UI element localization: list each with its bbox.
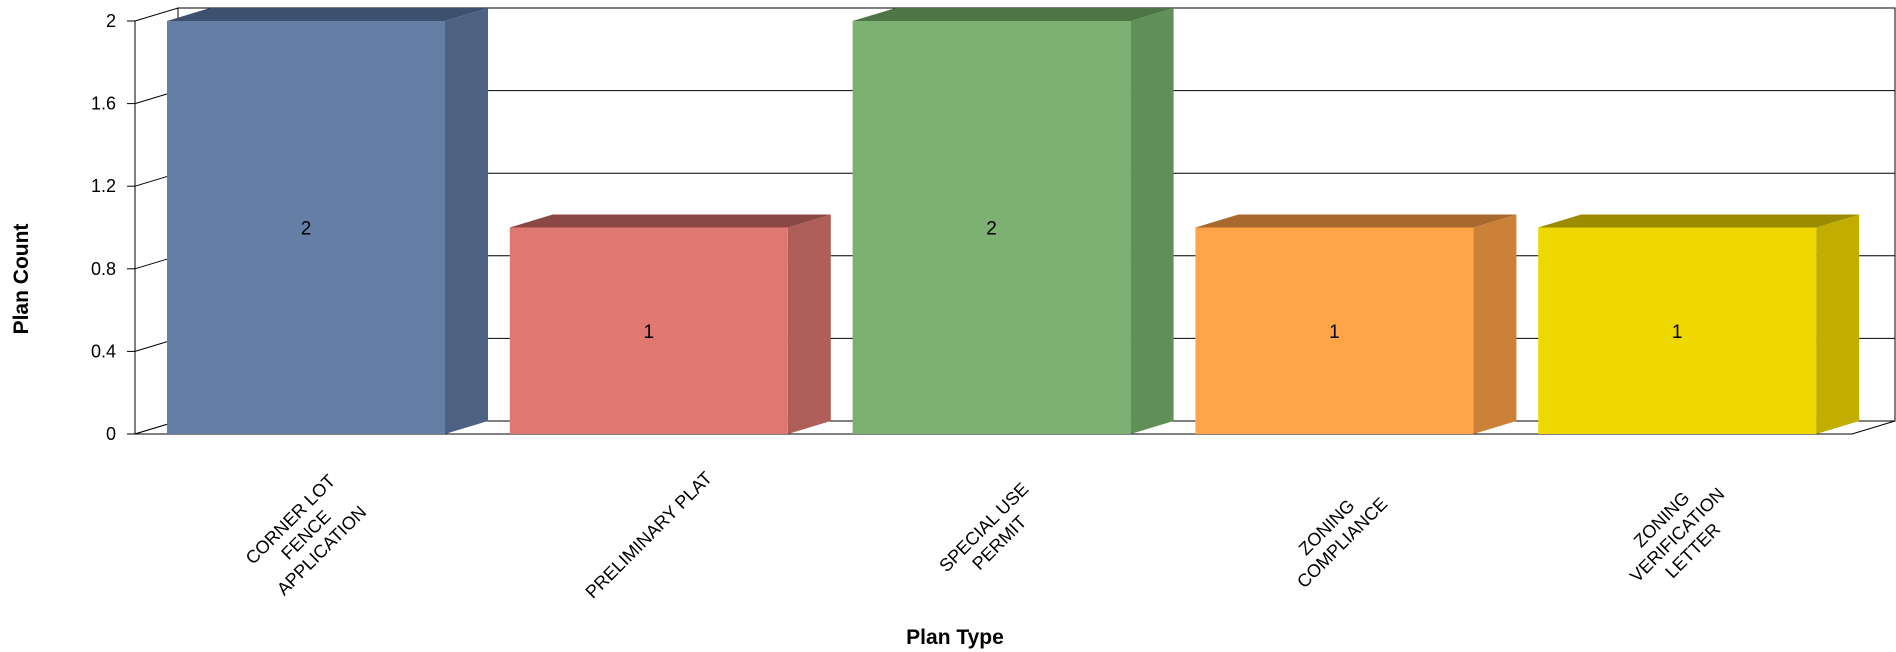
bar-top: [852, 8, 1174, 21]
bar-side: [1473, 214, 1517, 434]
bar-front: [1538, 227, 1817, 434]
x-tick-label: ZONINGCOMPLIANCE: [1277, 478, 1391, 592]
data-label: 1: [1329, 322, 1340, 343]
bar-top: [1195, 214, 1517, 228]
bar-front: [1195, 227, 1474, 434]
y-tick-label: 1.6: [91, 94, 116, 114]
y-tick-label: 2: [106, 11, 116, 31]
data-label: 2: [986, 219, 997, 240]
x-tick-label: CORNER LOTFENCEAPPLICATION: [242, 471, 371, 600]
bar-1: [167, 8, 488, 434]
x-tick-label: PRELIMINARY PLAT: [582, 468, 716, 602]
bar-side: [1816, 214, 1860, 434]
data-label: 1: [1672, 322, 1683, 343]
bar-2: [509, 214, 831, 434]
bar-front: [852, 21, 1131, 434]
x-tick-label: ZONINGVERIFICATIONLETTER: [1610, 468, 1743, 601]
x-tick-label: SPECIAL USEPERMIT: [935, 479, 1048, 592]
x-axis-title: Plan Type: [906, 626, 1004, 649]
x-tick-label-line: PRELIMINARY PLAT: [582, 468, 716, 602]
bar-4: [1195, 214, 1517, 434]
data-label: 2: [301, 219, 312, 240]
y-axis-title: Plan Count: [10, 224, 33, 335]
bar-side: [787, 214, 831, 434]
bar-front: [509, 227, 788, 434]
bar-3: [852, 8, 1174, 434]
data-label: 1: [644, 322, 655, 343]
y-tick-label: 0: [106, 424, 116, 444]
y-tick-label: 0.4: [91, 341, 116, 361]
bar-top: [167, 8, 488, 21]
y-tick-label: 1.2: [91, 176, 116, 196]
bar-top: [509, 214, 831, 228]
bar-front: [167, 21, 445, 434]
y-tick-label: 0.8: [91, 259, 116, 279]
bar-side: [1130, 8, 1174, 434]
bars-layer: [167, 8, 1860, 434]
bar-top: [1538, 214, 1860, 228]
bar-5: [1538, 214, 1860, 434]
bar-side: [445, 8, 488, 434]
